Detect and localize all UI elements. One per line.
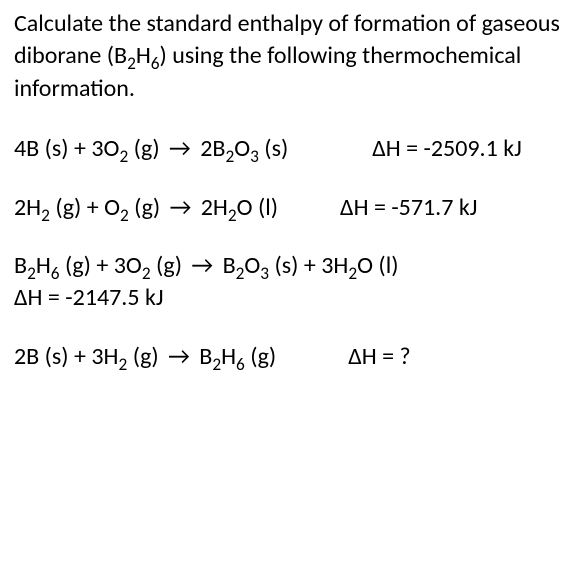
eq4-products-1: B bbox=[194, 342, 212, 371]
eq4-products-3: (g) bbox=[245, 342, 276, 371]
eq2-reactants-2: (g) + O bbox=[50, 193, 120, 222]
eq1-reactants-1: 4B (s) + 3O bbox=[14, 134, 119, 163]
eq4-dh: ΔH = ? bbox=[348, 342, 410, 371]
eq3-dh: ΔH = -2147.5 kJ bbox=[14, 283, 164, 312]
eq2-reactants-3: (g) bbox=[129, 193, 166, 222]
eq3-reactants-1: B bbox=[14, 251, 27, 280]
eq3-sub-1: 2 bbox=[27, 263, 36, 284]
equation-4: 2B (s) + 3H2 (g) → B2H6 (g)ΔH = ? bbox=[14, 341, 561, 373]
eq3-products-2: O bbox=[244, 251, 260, 280]
eq3-reactants-3: (g) + 3O bbox=[60, 251, 142, 280]
eq2-dh-label: ΔH = bbox=[340, 193, 391, 222]
eq4-products-2: H bbox=[221, 342, 236, 371]
eq4-sub-3: 2 bbox=[212, 354, 221, 375]
eq4-sub-4: 6 bbox=[236, 354, 245, 375]
intro-sub-2: 6 bbox=[151, 53, 160, 74]
eq2-sub-4: 2 bbox=[228, 204, 237, 225]
eq1-dh-value: -2509.1 kJ bbox=[424, 134, 522, 163]
eq2-products-1: 2H bbox=[195, 193, 228, 222]
eq4-reactants-2: (g) bbox=[127, 342, 164, 371]
eq1-sub-3: 2 bbox=[225, 146, 234, 167]
equation-3: B2H6 (g) + 3O2 (g) → B2O3 (s) + 3H2O (l)… bbox=[14, 250, 561, 315]
eq1-products-2: O bbox=[234, 134, 250, 163]
eq2-dh-value: -571.7 kJ bbox=[391, 193, 477, 222]
eq1-dh-label: ΔH = bbox=[372, 134, 423, 163]
eq4-sub-1: 2 bbox=[119, 354, 128, 375]
intro-sub-1: 2 bbox=[127, 53, 136, 74]
eq2-sub-1: 2 bbox=[41, 204, 50, 225]
eq4-reactants-1: 2B (s) + 3H bbox=[14, 342, 119, 371]
eq3-products-1: B bbox=[217, 251, 235, 280]
eq3-sub-2: 6 bbox=[51, 263, 60, 284]
eq2-products-2: O (l) bbox=[237, 193, 278, 222]
eq2-reactants-1: 2H bbox=[14, 193, 41, 222]
eq2-sub-2: 2 bbox=[120, 204, 129, 225]
eq3-arrow: → bbox=[187, 250, 217, 282]
eq3-sub-3: 2 bbox=[142, 263, 151, 284]
eq1-sub-1: 2 bbox=[119, 146, 128, 167]
problem-statement: Calculate the standard enthalpy of forma… bbox=[14, 8, 561, 105]
eq3-sub-7: 2 bbox=[348, 263, 357, 284]
eq3-products-4: O (l) bbox=[357, 251, 398, 280]
eq3-sub-6: 3 bbox=[260, 263, 269, 284]
eq1-products-3: (s) bbox=[259, 134, 288, 163]
intro-text-2: H bbox=[136, 41, 151, 70]
eq3-products-3: (s) + 3H bbox=[269, 251, 348, 280]
eq1-arrow: → bbox=[165, 133, 195, 165]
eq2-arrow: → bbox=[166, 192, 196, 224]
eq4-arrow: → bbox=[164, 341, 194, 373]
eq1-products-1: 2B bbox=[195, 134, 226, 163]
eq1-reactants-2: (g) bbox=[128, 134, 165, 163]
eq1-sub-4: 3 bbox=[250, 146, 259, 167]
equation-2: 2H2 (g) + O2 (g) → 2H2O (l)ΔH = -571.7 k… bbox=[14, 192, 561, 224]
equation-1: 4B (s) + 3O2 (g) → 2B2O3 (s)ΔH = -2509.1… bbox=[14, 133, 561, 165]
eq3-reactants-2: H bbox=[36, 251, 51, 280]
eq3-reactants-4: (g) bbox=[151, 251, 188, 280]
